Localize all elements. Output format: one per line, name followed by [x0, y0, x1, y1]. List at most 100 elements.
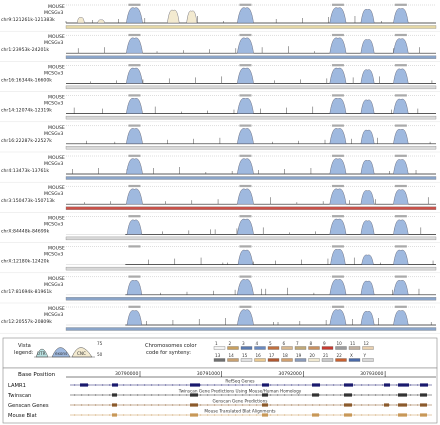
exon-marker	[394, 94, 407, 97]
strand-arrow	[94, 414, 97, 416]
species-label: MCSGv3	[44, 161, 63, 167]
region-label: chrX:12180k-12420k	[1, 259, 50, 265]
track-name: Genscan Genes	[8, 403, 49, 409]
exon-marker	[331, 33, 344, 37]
conserved-peak	[237, 98, 254, 114]
strand-arrow	[150, 414, 153, 416]
strand-arrow	[206, 394, 209, 396]
chr-row1-swatch	[362, 346, 374, 350]
conserved-peak	[126, 188, 143, 205]
exon-block	[398, 403, 407, 407]
conserved-peak	[393, 129, 409, 144]
strand-arrow	[416, 394, 419, 396]
strand-arrow	[367, 384, 370, 386]
synteny-bar	[65, 327, 437, 331]
exon-block	[384, 383, 390, 387]
strand-arrow	[192, 384, 195, 386]
strand-arrow	[143, 404, 146, 406]
vista-legend-title: Vista	[18, 343, 31, 349]
strand-arrow	[360, 384, 363, 386]
region-label: chr17:81694k-81961k	[1, 289, 52, 295]
conserved-peak	[237, 188, 254, 205]
strand-arrow	[143, 414, 146, 416]
strand-arrow	[374, 404, 377, 406]
strand-arrow	[339, 414, 342, 416]
strand-arrow	[150, 384, 153, 386]
chr-row1-swatch	[335, 346, 347, 350]
strand-arrow	[388, 394, 391, 396]
strand-arrow	[325, 394, 328, 396]
strand-arrow	[80, 394, 83, 396]
strand-arrow	[122, 384, 125, 386]
conserved-peak	[329, 218, 347, 235]
strand-arrow	[220, 384, 223, 386]
strand-arrow	[269, 414, 272, 416]
conserved-peak	[126, 158, 143, 175]
species-label: MCSGv3	[44, 282, 63, 288]
strand-arrow	[136, 384, 139, 386]
browser-tracks: LAMR1 RefSeq Genes Twinscan Twinscan Gene P…	[7, 379, 432, 419]
strand-arrow	[178, 394, 181, 396]
strand-arrow	[311, 394, 314, 396]
exon-marker	[239, 64, 252, 67]
chr-row2-swatch	[240, 358, 253, 362]
strand-arrow	[129, 414, 132, 416]
strand-arrow	[346, 394, 349, 396]
strand-arrow	[374, 414, 377, 416]
strand-arrow	[332, 384, 335, 386]
exon-block	[398, 413, 407, 417]
strand-arrow	[276, 414, 279, 416]
exon-marker	[128, 94, 141, 97]
strand-arrow	[185, 414, 188, 416]
exon-block	[312, 383, 320, 387]
conserved-peak	[237, 7, 254, 24]
exon-marker	[128, 3, 141, 6]
strand-arrow	[122, 414, 125, 416]
strand-arrow	[367, 404, 370, 406]
utr-swatch	[34, 348, 50, 358]
chr-row1-swatch	[240, 346, 253, 350]
exon-block	[312, 393, 319, 397]
chr-row1-label: 4	[256, 341, 259, 346]
strand-arrow	[416, 404, 419, 406]
strand-arrow	[241, 414, 244, 416]
strand-arrow	[178, 414, 181, 416]
strand-arrow	[374, 394, 377, 396]
strand-arrow	[164, 394, 167, 396]
strand-arrow	[108, 384, 111, 386]
strand-arrow	[255, 384, 258, 386]
chr-row2-label: 19	[296, 353, 302, 358]
strand-arrow	[192, 414, 195, 416]
chr-row1-label: 3	[242, 341, 245, 346]
exon-marker	[128, 215, 141, 218]
exon-marker	[394, 275, 407, 278]
strand-arrow	[423, 404, 426, 406]
strand-arrow	[304, 394, 307, 396]
exon-block	[190, 383, 200, 387]
synteny-bar	[65, 206, 437, 210]
strand-arrow	[136, 404, 139, 406]
synteny-bar	[65, 115, 437, 120]
exon-block	[80, 383, 88, 387]
exon-marker	[331, 154, 344, 157]
strand-arrow	[206, 384, 209, 386]
strand-arrow	[185, 404, 188, 406]
conserved-peak	[126, 280, 143, 295]
strand-arrow	[206, 414, 209, 416]
exon-marker	[331, 245, 344, 248]
strand-arrow	[381, 394, 384, 396]
species-label: MOUSE	[48, 95, 65, 101]
strand-arrow	[360, 404, 363, 406]
strand-arrow	[339, 394, 342, 396]
chr-row1-label: 7	[296, 341, 299, 346]
strand-arrow	[143, 394, 146, 396]
strand-arrow	[325, 414, 328, 416]
strand-arrow	[234, 394, 237, 396]
strand-arrow	[73, 414, 76, 416]
strand-arrow	[101, 404, 104, 406]
strand-arrow	[213, 404, 216, 406]
strand-arrow	[297, 384, 300, 386]
